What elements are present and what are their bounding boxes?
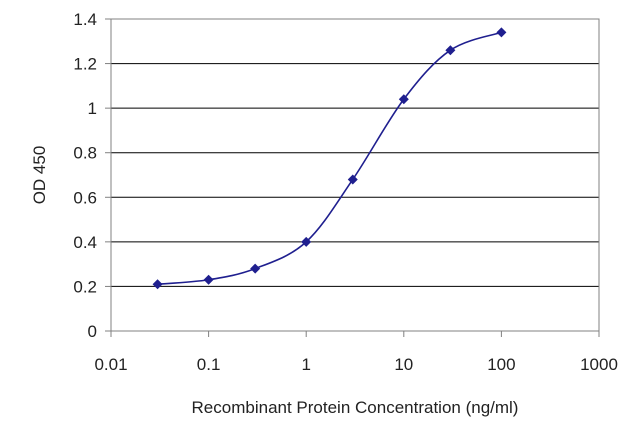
y-axis-title: OD 450 [30, 146, 49, 205]
y-tick-label: 0.6 [73, 188, 97, 207]
x-axis-title: Recombinant Protein Concentration (ng/ml… [192, 398, 519, 417]
x-tick-label: 1 [301, 355, 310, 374]
x-tick-label: 0.1 [197, 355, 221, 374]
x-tick-label: 1000 [580, 355, 618, 374]
data-point [152, 279, 163, 290]
data-point [496, 27, 507, 38]
data-point [398, 94, 409, 105]
y-tick-label: 1.4 [73, 10, 97, 29]
plot-area [110, 18, 600, 332]
gridlines [111, 18, 599, 287]
data-point [301, 236, 312, 247]
x-axis: 0.01 0.1 1 10 100 1000 [94, 331, 618, 374]
data-point [445, 45, 456, 56]
y-axis: 0 0.2 0.4 0.6 0.8 1 1.2 1.4 [73, 10, 111, 341]
y-tick-label: 1 [88, 99, 97, 118]
y-tick-label: 0.2 [73, 277, 97, 296]
data-point [250, 263, 261, 274]
y-tick-label: 0 [88, 322, 97, 341]
x-tick-label: 10 [394, 355, 413, 374]
x-tick-label: 0.01 [94, 355, 127, 374]
y-tick-label: 1.2 [73, 55, 97, 74]
y-tick-label: 0.8 [73, 144, 97, 163]
x-tick-label: 100 [487, 355, 515, 374]
data-point [203, 274, 214, 285]
series-line [157, 31, 502, 285]
series-group [152, 27, 507, 290]
data-point [347, 174, 358, 185]
y-tick-label: 0.4 [73, 233, 97, 252]
